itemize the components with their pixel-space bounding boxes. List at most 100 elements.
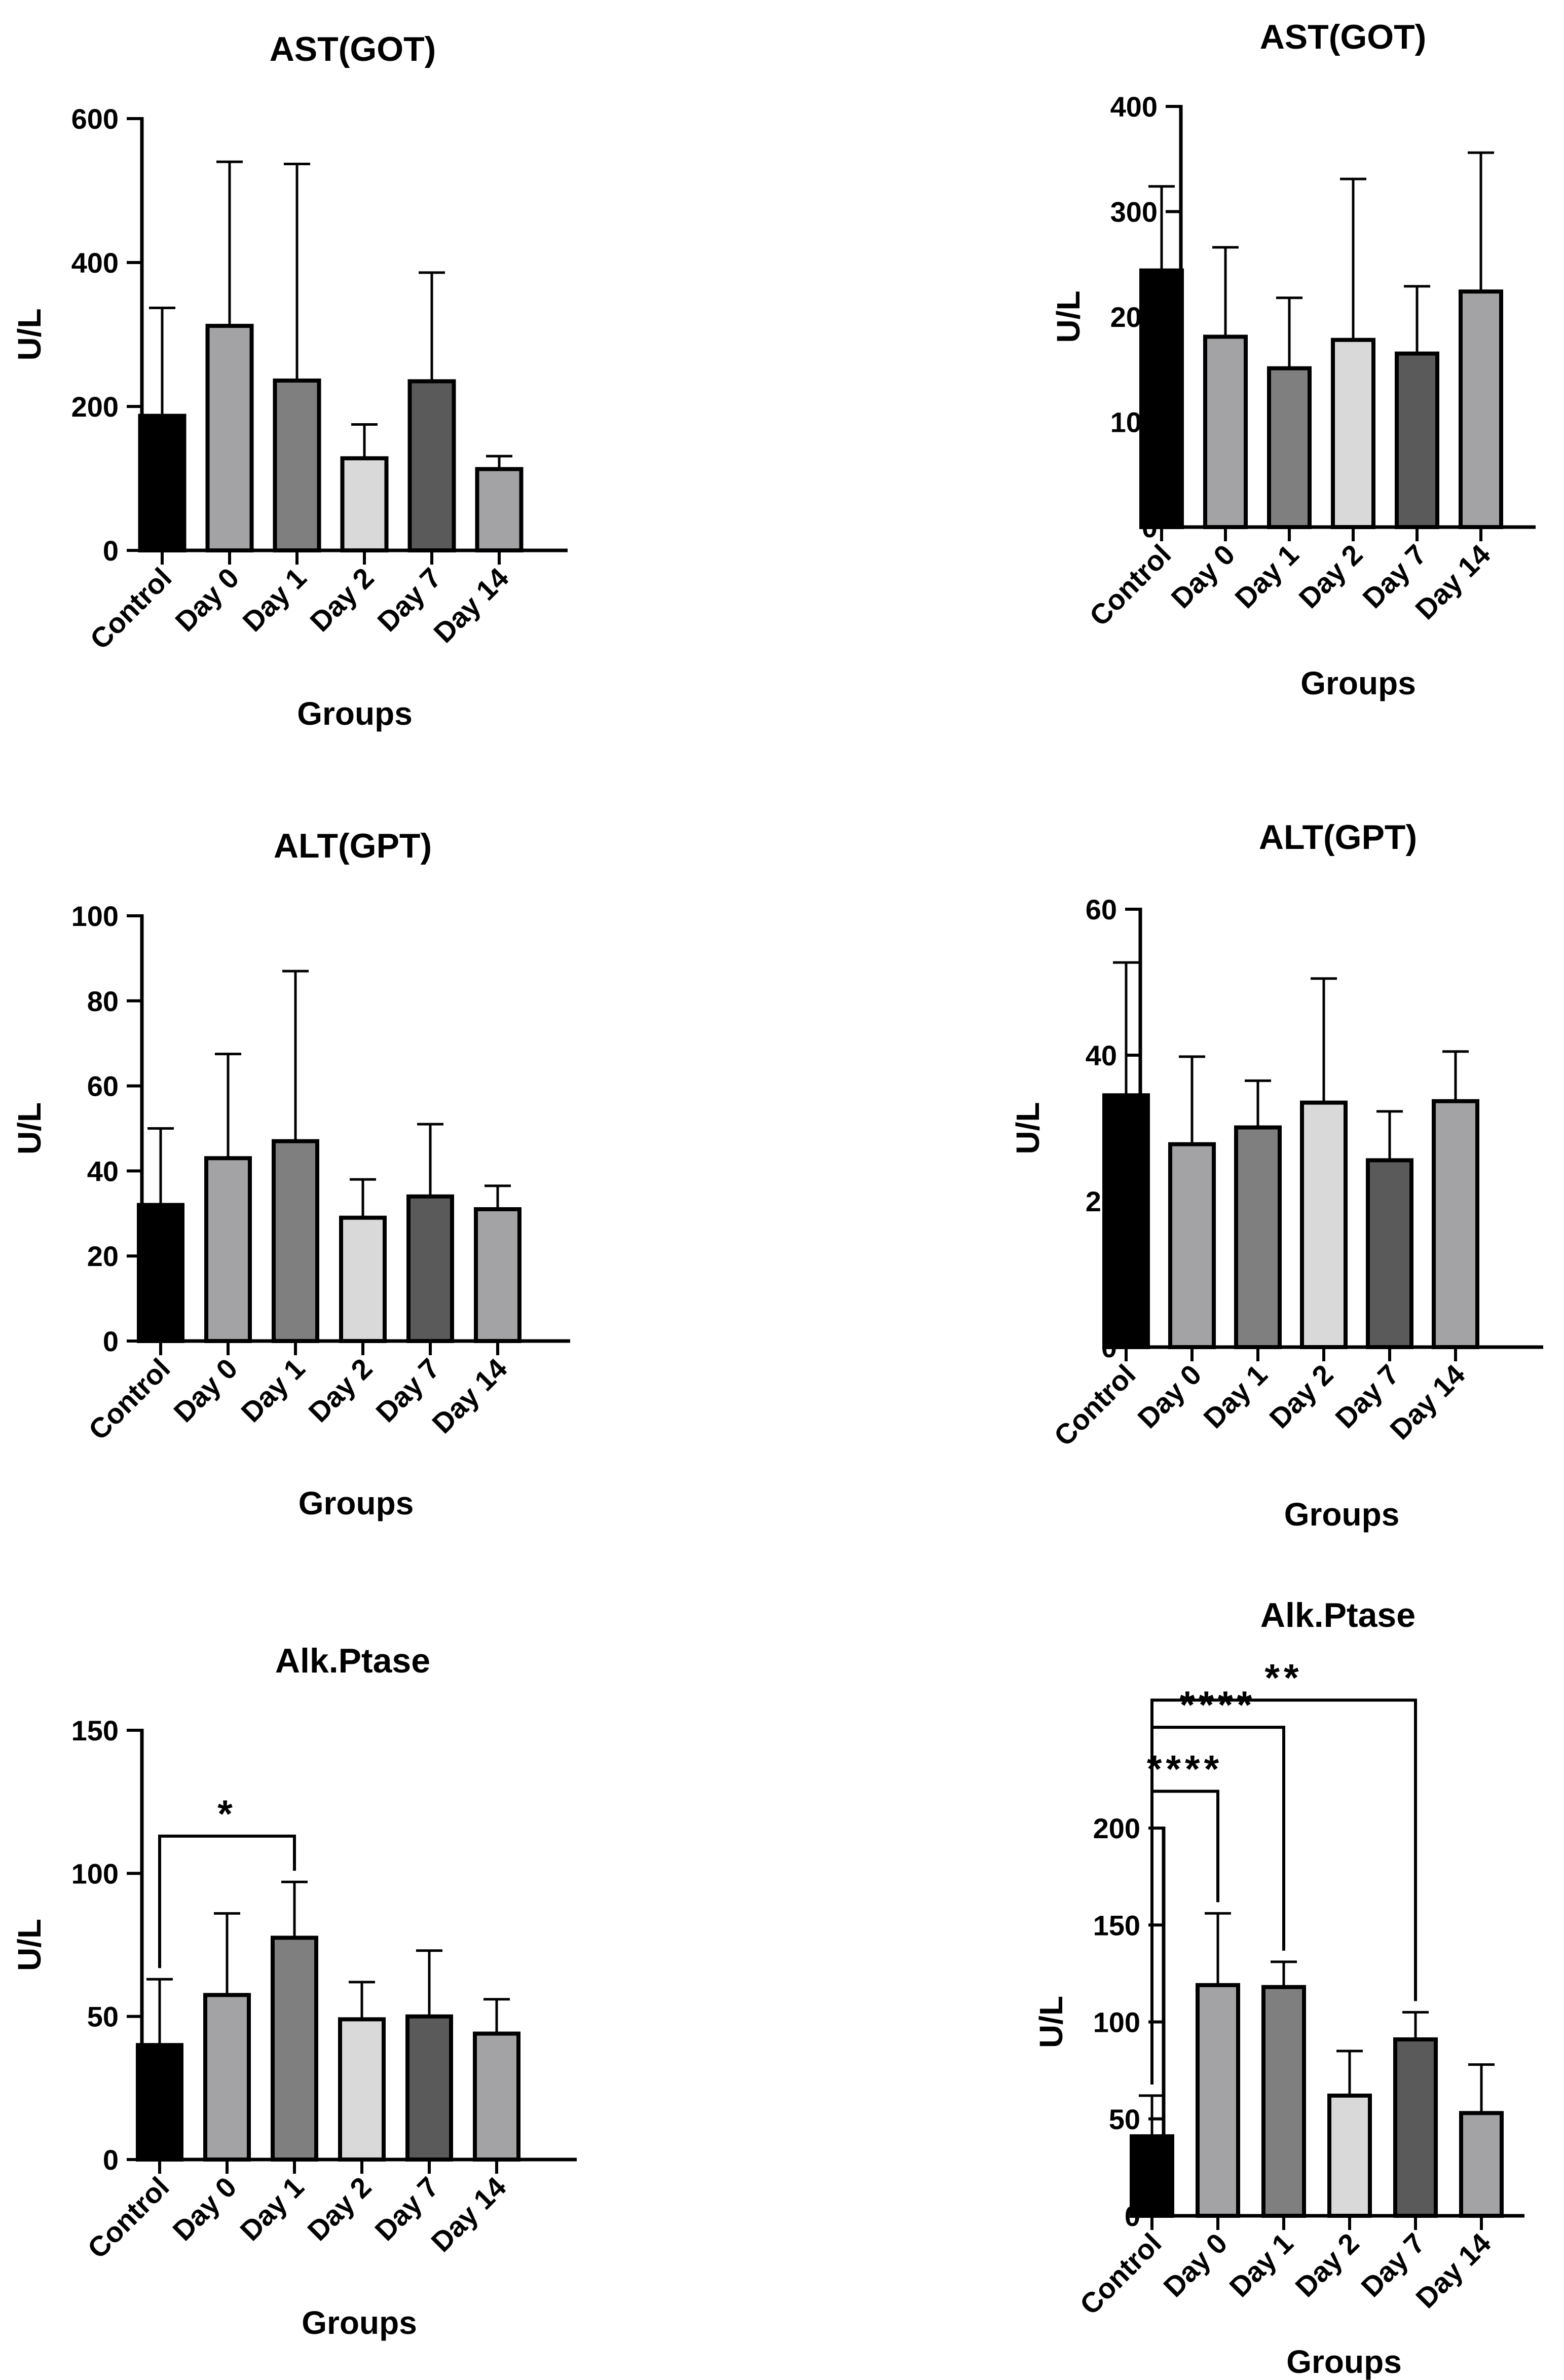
x-axis-label: Groups: [297, 695, 413, 732]
x-tick-label: Day 0: [1157, 2227, 1233, 2303]
bar-day-1: [1267, 366, 1312, 529]
bar-day-2: [338, 2017, 386, 2162]
bar-day-0: [203, 1993, 251, 2162]
chart-title: AST(GOT): [1260, 18, 1427, 56]
bar-day-0: [1168, 1142, 1216, 1349]
x-tick-label: Day 2: [304, 562, 380, 638]
chart-title: AST(GOT): [270, 30, 436, 68]
y-tick-label: 0: [103, 535, 119, 567]
significance-label: ****: [1147, 1747, 1223, 1791]
x-tick-label: Control: [1083, 538, 1177, 632]
y-tick-label: 50: [87, 2001, 119, 2033]
x-tick-label: Day 14: [1384, 1358, 1471, 1445]
x-axis-label: Groups: [1300, 665, 1416, 701]
bar-day-2: [1327, 2093, 1372, 2218]
significance-label: ****: [1180, 1684, 1256, 1727]
x-tick-label: Day 2: [1292, 538, 1368, 614]
bar-day-1: [271, 1936, 318, 2162]
bar-day-14: [1459, 2111, 1504, 2218]
y-axis-label: U/L: [11, 1919, 48, 1971]
chart-title: ALT(GPT): [1259, 818, 1417, 857]
x-axis-label: Groups: [1286, 2344, 1402, 2380]
x-tick-label: Day 14: [425, 2171, 512, 2258]
y-tick-label: 150: [71, 1715, 119, 1746]
x-tick-label: Control: [84, 562, 177, 655]
y-tick-label: 60: [1086, 894, 1117, 925]
bar-control: [137, 1203, 184, 1344]
x-tick-label: Day 2: [302, 1352, 378, 1428]
x-tick-label: Day 0: [1165, 538, 1241, 614]
bar-day-7: [407, 379, 456, 552]
y-tick-label: 200: [71, 391, 119, 423]
x-tick-label: Control: [1048, 1358, 1141, 1452]
x-axis-label: Groups: [1284, 1496, 1400, 1533]
bar-control: [138, 414, 187, 553]
bar-day-2: [1331, 338, 1375, 530]
chart-title: ALT(GPT): [274, 827, 432, 865]
x-tick-label: Day 1: [236, 562, 312, 638]
bar-day-2: [1300, 1100, 1348, 1350]
y-axis-label: U/L: [1010, 1102, 1046, 1154]
y-tick-label: 20: [87, 1240, 119, 1272]
bar-day-7: [1366, 1158, 1413, 1350]
y-tick-label: 100: [1093, 2006, 1140, 2038]
bar-control: [1130, 2134, 1174, 2218]
x-tick-label: Day 1: [235, 1352, 311, 1428]
y-tick-label: 40: [87, 1155, 119, 1187]
significance-label: *: [217, 1793, 237, 1836]
y-tick-label: 0: [103, 2144, 119, 2176]
x-tick-label: Day 14: [1409, 2227, 1497, 2314]
bar-day-0: [205, 323, 254, 553]
y-tick-label: 200: [1093, 1812, 1140, 1844]
y-tick-label: 400: [1110, 91, 1158, 123]
bar-day-7: [405, 2014, 453, 2162]
bar-day-1: [1234, 1125, 1282, 1350]
bar-control: [136, 2043, 183, 2162]
y-tick-label: 400: [71, 247, 119, 279]
chart-title: Alk.Ptase: [275, 1642, 430, 1680]
significance-bracket: [158, 1834, 296, 1968]
x-tick-label: Day 14: [427, 562, 514, 649]
bar-day-7: [1395, 351, 1439, 529]
x-tick-label: Control: [81, 2171, 175, 2264]
x-tick-label: Day 0: [167, 1352, 243, 1428]
x-tick-label: Day 1: [1228, 538, 1305, 614]
y-tick-label: 100: [71, 1857, 119, 1889]
bar-day-14: [475, 467, 524, 552]
bar-day-0: [204, 1156, 252, 1343]
bar-day-14: [1432, 1099, 1479, 1349]
bar-day-2: [340, 456, 389, 552]
x-tick-label: Day 14: [426, 1352, 513, 1439]
bar-day-0: [1196, 1983, 1240, 2218]
y-tick-label: 40: [1086, 1039, 1117, 1071]
bar-day-1: [272, 1139, 319, 1343]
x-tick-label: Day 2: [1289, 2227, 1365, 2303]
bar-day-1: [1261, 1985, 1306, 2218]
y-axis-label: U/L: [1033, 1996, 1069, 2048]
chart-title: Alk.Ptase: [1260, 1596, 1416, 1634]
y-tick-label: 80: [87, 985, 119, 1017]
significance-label: **: [1264, 1657, 1302, 1700]
bar-day-2: [339, 1215, 387, 1343]
y-axis-label: U/L: [11, 1102, 48, 1155]
y-tick-label: 0: [103, 1325, 119, 1357]
x-axis-label: Groups: [302, 2304, 417, 2341]
bar-day-0: [1203, 334, 1248, 529]
y-axis-label: U/L: [11, 308, 48, 360]
y-tick-label: 100: [71, 900, 119, 932]
y-axis-label: U/L: [1050, 290, 1087, 343]
bar-day-14: [474, 1207, 522, 1343]
x-tick-label: Day 1: [234, 2171, 310, 2247]
bar-day-7: [1393, 2037, 1438, 2218]
significance-bracket: [1150, 1698, 1417, 2085]
x-tick-label: Control: [82, 1352, 176, 1446]
y-tick-label: 50: [1109, 2103, 1140, 2135]
x-tick-label: Day 0: [1131, 1358, 1207, 1434]
y-tick-label: 150: [1093, 1909, 1140, 1941]
